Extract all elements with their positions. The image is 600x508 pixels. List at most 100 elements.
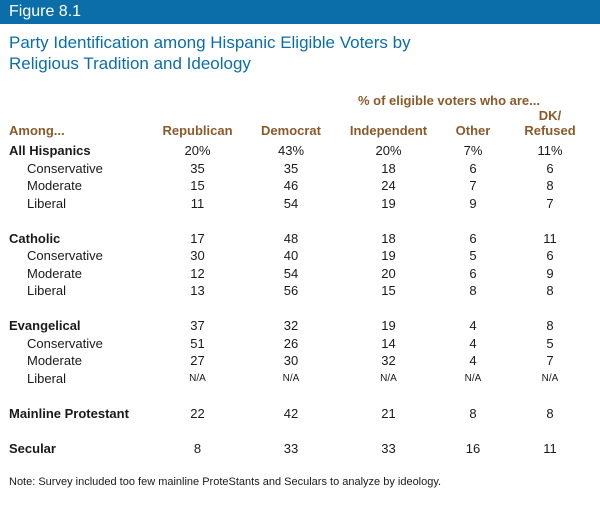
subgroup-row: Conservative 51 26 14 4 5	[9, 335, 594, 353]
value-cell: 11	[543, 440, 557, 456]
value-cell: 20%	[375, 143, 402, 158]
table-body: All Hispanics 20% 43% 20% 7% 11% Conservative 3…	[9, 142, 594, 457]
column-header: Republican	[162, 123, 233, 138]
value-cell: 15	[381, 283, 396, 298]
group-row: All Hispanics 20% 43% 20% 7% 11%	[9, 142, 594, 160]
group-row: Evangelical 37 32 19 4 8	[9, 317, 594, 335]
value-cell: N/A	[464, 372, 482, 384]
spacer-cell	[9, 387, 594, 405]
value-cell: 20	[381, 265, 396, 281]
value-cell: N/A	[189, 372, 206, 384]
value-cell: 8	[546, 178, 554, 193]
value-cell: 9	[546, 265, 554, 281]
value-cell: 8	[546, 283, 554, 298]
row-label: Secular	[9, 440, 56, 456]
value-cell: 51	[190, 335, 205, 351]
column-header: Independent	[349, 123, 428, 138]
value-cell: 19	[381, 248, 396, 263]
row-label: Conservative	[27, 248, 103, 263]
value-cell: 12	[190, 265, 205, 281]
value-cell: 54	[283, 195, 299, 211]
value-cell: 40	[283, 248, 299, 263]
value-cell: 7	[469, 178, 477, 193]
value-cell: 8	[546, 318, 554, 333]
value-cell: 6	[546, 160, 554, 176]
value-cell: 26	[283, 335, 299, 351]
value-cell: 7	[546, 353, 554, 368]
value-cell: N/A	[282, 372, 300, 384]
value-cell: 54	[283, 265, 299, 281]
value-cell: 56	[283, 283, 299, 298]
row-label: Liberal	[27, 195, 67, 211]
value-cell: 22	[190, 405, 205, 421]
row-label: Liberal	[27, 370, 67, 386]
value-cell: 7	[546, 195, 554, 211]
group-row: Catholic 17 48 18 6 11	[9, 230, 594, 248]
value-cell: 4	[469, 353, 477, 368]
value-cell: 46	[283, 178, 299, 193]
row-label: Conservative	[27, 335, 103, 351]
value-cell: 19	[381, 318, 396, 333]
value-cell: 35	[190, 160, 205, 176]
column-header: Democrat	[261, 123, 321, 138]
column-header: Other	[455, 123, 491, 138]
value-cell: 16	[465, 440, 481, 456]
subgroup-row: Moderate 15 46 24 7 8	[9, 177, 594, 195]
value-cell: 5	[469, 248, 477, 263]
row-label: Conservative	[27, 160, 103, 176]
value-cell: 6	[469, 265, 477, 281]
row-label: Moderate	[27, 265, 82, 281]
value-cell: 15	[190, 178, 205, 193]
value-cell: 7%	[463, 143, 483, 158]
value-cell: 8	[469, 405, 477, 421]
value-cell: 18	[381, 230, 396, 246]
table-subheading: % of eligible voters who are...	[357, 93, 540, 108]
group-row: Mainline Protestant 22 42 21 8 8	[9, 405, 594, 423]
value-cell: 4	[469, 335, 477, 351]
value-cell: 21	[381, 405, 396, 421]
subgroup-row: Liberal 11 54 19 9 7	[9, 195, 594, 213]
value-cell: 42	[283, 405, 299, 421]
value-cell: 6	[469, 230, 477, 246]
value-cell: 33	[381, 440, 396, 456]
title-line-2: Religious Tradition and Ideology	[9, 54, 251, 73]
figure-title: Party Identification among Hispanic Elig…	[9, 32, 411, 74]
value-cell: 6	[546, 248, 554, 263]
data-table-container: Among... Republican Democrat Independent Oth…	[9, 108, 594, 457]
header-row: Among... Republican Democrat Independent Oth…	[9, 108, 594, 142]
value-cell: 17	[190, 230, 205, 246]
value-cell: 13	[190, 283, 205, 298]
value-cell: 37	[190, 318, 205, 333]
spacer-cell	[9, 422, 594, 440]
spacer-row	[9, 422, 594, 440]
value-cell: 5	[546, 335, 554, 351]
value-cell: 4	[469, 318, 477, 333]
value-cell: 8	[546, 405, 554, 421]
spacer-cell	[9, 300, 594, 318]
value-cell: 8	[469, 283, 477, 298]
column-header: DK/Refused	[524, 108, 576, 138]
spacer-row	[9, 300, 594, 318]
table-note: Note: Survey included too few mainline P…	[9, 476, 442, 488]
value-cell: 14	[381, 335, 396, 351]
group-row: Secular 8 33 33 16 11	[9, 440, 594, 458]
value-cell: 35	[283, 160, 299, 176]
row-label: Evangelical	[9, 318, 81, 333]
spacer-row	[9, 387, 594, 405]
value-cell: 32	[283, 318, 299, 333]
value-cell: 8	[193, 440, 202, 456]
value-cell: 33	[283, 440, 299, 456]
value-cell: 11	[543, 230, 557, 246]
value-cell: 18	[381, 160, 396, 176]
spacer-row	[9, 212, 594, 230]
subgroup-row: Conservative 30 40 19 5 6	[9, 247, 594, 265]
value-cell: 11	[190, 195, 205, 211]
column-header-among: Among...	[9, 123, 65, 138]
title-line-1: Party Identification among Hispanic Elig…	[9, 33, 411, 52]
spacer-cell	[9, 212, 594, 230]
row-label: Moderate	[27, 353, 82, 368]
value-cell: 9	[469, 195, 477, 211]
value-cell: 19	[381, 195, 396, 211]
value-cell: 43%	[277, 143, 305, 158]
row-label: Liberal	[27, 283, 67, 298]
